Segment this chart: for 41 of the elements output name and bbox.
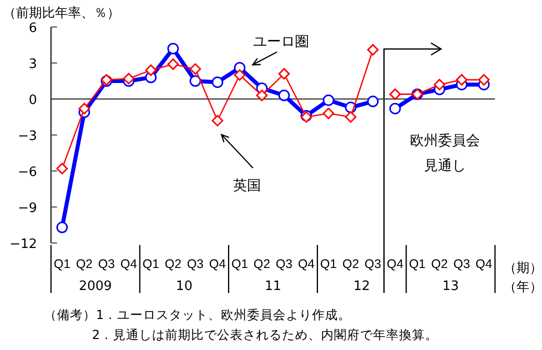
text: 2009: [78, 279, 112, 294]
annotation: 英国: [233, 178, 261, 194]
y-tick-label: 3: [28, 57, 37, 72]
x-tick-label: Q3: [276, 257, 292, 271]
text: 12: [354, 279, 370, 294]
y-axis-title: （前期比年率、％）: [3, 5, 120, 21]
x-tick-label: Q1: [54, 257, 70, 271]
y-tick-label: −3: [18, 129, 37, 144]
x-tick-label: Q3: [364, 257, 382, 271]
x-tick-label: Q1: [320, 257, 337, 271]
x-tick-label: Q2: [431, 257, 448, 271]
x-tick-label: Q4: [476, 257, 492, 271]
y-tick-label: 6: [28, 21, 37, 36]
x-tick-label: Q4: [209, 257, 226, 271]
annotation: 欧州委員会: [410, 133, 480, 149]
x-tick-label: Q4: [120, 257, 138, 271]
x-tick-label: Q4: [386, 257, 404, 271]
x-tick-label: Q1: [231, 257, 248, 271]
x-tick-label: Q2: [254, 257, 270, 271]
x-tick-label: Q2: [76, 257, 93, 271]
text: 13: [442, 279, 459, 294]
x-tick-label: Q4: [298, 257, 315, 271]
text: （年）: [504, 280, 542, 295]
x-tick-label: Q3: [186, 257, 204, 271]
x-tick-label: Q3: [453, 257, 470, 271]
y-tick-label: −6: [18, 165, 37, 180]
x-tick-label: Q2: [164, 257, 182, 271]
x-tick-label: Q1: [408, 257, 426, 271]
y-tick-label: −9: [18, 201, 37, 216]
x-tick-label: Q1: [142, 257, 160, 271]
annotation: 見通し: [424, 158, 466, 174]
annotation: ユーロ圏: [253, 34, 309, 50]
text: 10: [176, 279, 192, 294]
text: 11: [264, 279, 282, 294]
x-tick-label: Q3: [98, 257, 115, 271]
y-tick-label: 0: [28, 93, 37, 108]
x-tick-label: Q2: [342, 257, 360, 271]
text: 2．見通しは前期比で公表されるため、内閣府で年率換算。: [92, 327, 438, 342]
text: （備考）1．ユーロスタット、欧州委員会より作成。: [44, 307, 351, 322]
x-axis-title: （期）: [504, 261, 542, 276]
y-tick-label: −12: [10, 237, 37, 252]
